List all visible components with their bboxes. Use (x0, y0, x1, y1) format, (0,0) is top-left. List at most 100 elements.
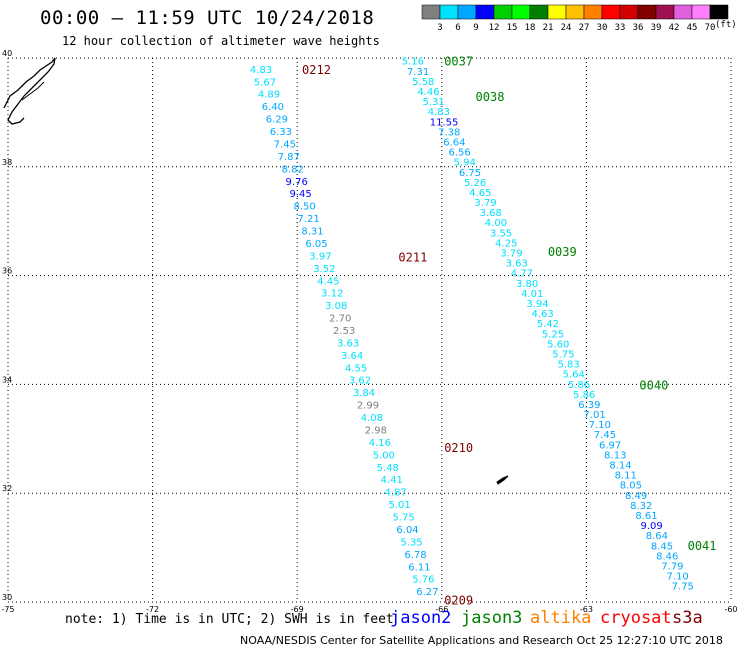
wave-height-label: 9.45 (290, 189, 312, 200)
wave-height-label: 6.11 (408, 562, 430, 573)
legend-swatch (421, 4, 441, 20)
legend-level: 70 (705, 23, 716, 33)
legend-swatch (511, 4, 531, 20)
legend-swatch (637, 4, 657, 20)
wave-height-label: 6.64 (443, 137, 465, 148)
legend-swatch (601, 4, 621, 20)
satellite-altika: altika (530, 608, 592, 628)
wave-height-label: 6.29 (266, 115, 288, 126)
wave-height-label: 4.46 (417, 87, 439, 98)
legend-swatch (547, 4, 567, 20)
wave-height-label: 6.04 (396, 525, 418, 536)
wave-height-label: 4.87 (385, 488, 407, 499)
legend-level: 18 (525, 23, 536, 33)
axis-ticks: -75 -72 -69 -66 -63 -60 30 32 34 36 38 40 (1, 49, 737, 614)
wave-height-label: 3.79 (474, 198, 496, 209)
chart-title: 00:00 – 11:59 UTC 10/24/2018 (40, 7, 375, 29)
wave-height-label: 2.99 (357, 401, 379, 412)
wave-height-label: 9.09 (641, 521, 663, 532)
y-tick-label: 36 (2, 267, 12, 276)
wave-height-label: 6.78 (404, 550, 426, 561)
wave-height-label: 8.49 (625, 491, 647, 502)
legend-level: 3 (437, 23, 442, 33)
wave-height-label: 3.55 (490, 228, 512, 239)
x-tick-label: -72 (146, 605, 159, 614)
wave-height-label: 7.75 (672, 582, 694, 593)
x-tick-label: -63 (580, 605, 593, 614)
legend-level: 6 (455, 23, 460, 33)
wave-height-label: 8.13 (604, 450, 626, 461)
chart-subtitle: 12 hour collection of altimeter wave hei… (62, 34, 380, 48)
legend-swatch (493, 4, 513, 20)
wave-height-label: 4.77 (511, 269, 533, 280)
legend-swatch (529, 4, 549, 20)
wave-height-label: 9.76 (286, 177, 308, 188)
wave-height-label: 5.60 (547, 339, 569, 350)
wave-height-label: 5.67 (254, 77, 276, 88)
legend-level: 45 (687, 23, 698, 33)
legend-level: 21 (543, 23, 554, 33)
wave-height-label: 7.21 (297, 214, 319, 225)
wave-height-label: 5.75 (552, 349, 574, 360)
wave-height-label: 7.38 (438, 127, 460, 138)
wave-height-label: 3.12 (321, 289, 343, 300)
wave-height-label: 8.46 (656, 551, 678, 562)
wave-height-label: 4.01 (521, 289, 543, 300)
wave-height-label: 4.25 (495, 238, 517, 249)
legend-swatch (673, 4, 693, 20)
legend-swatch (619, 4, 639, 20)
wave-height-label: 6.56 (448, 148, 470, 159)
x-tick-label: -69 (291, 605, 304, 614)
y-tick-label: 40 (2, 49, 12, 58)
coastline (3, 57, 509, 485)
pass-time-label: 0041 (688, 539, 717, 553)
pass-time-label: 0039 (548, 245, 577, 259)
wave-height-label: 5.83 (557, 360, 579, 371)
legend-swatch (565, 4, 585, 20)
wave-height-label: 3.97 (309, 251, 331, 262)
wave-height-label: 4.89 (258, 90, 280, 101)
wave-height-label: 3.80 (516, 279, 538, 290)
wave-height-label: 7.45 (274, 139, 296, 150)
legend-swatch (439, 4, 459, 20)
wave-height-label: 5.26 (464, 178, 486, 189)
wave-height-label: 3.68 (480, 208, 502, 219)
satellite-cryosat: cryosat (600, 608, 672, 628)
wave-height-label: 5.01 (388, 500, 410, 511)
wave-height-label: 2.70 (329, 314, 351, 325)
wave-height-label: 6.27 (416, 587, 438, 598)
x-tick-label: -75 (1, 605, 14, 614)
pass-time-label: 0209 (444, 593, 473, 607)
wave-height-label: 3.64 (341, 351, 363, 362)
wave-height-label: 3.84 (353, 388, 375, 399)
legend-level: 42 (669, 23, 680, 33)
legend-swatch (709, 4, 729, 20)
wave-height-label: 5.86 (573, 390, 595, 401)
wave-height-label: 4.83 (250, 65, 272, 76)
wave-height-label: 5.86 (568, 380, 590, 391)
legend-level: 9 (473, 23, 478, 33)
legend-swatch (655, 4, 675, 20)
wave-height-label: 5.76 (412, 575, 434, 586)
wave-height-label: 3.79 (500, 249, 522, 260)
wave-height-label: 4.65 (469, 188, 491, 199)
pass-time-label: 0210 (444, 441, 473, 455)
legend-level: 36 (633, 23, 644, 33)
wave-height-label: 5.35 (400, 537, 422, 548)
wave-height-label: 7.87 (278, 152, 300, 163)
wave-height-label: 7.10 (666, 572, 688, 583)
grid-lines (7, 57, 732, 603)
x-tick-label: -66 (435, 605, 448, 614)
pass-time-label: 0040 (639, 378, 668, 392)
wave-height-label: 7.10 (589, 420, 611, 431)
wave-height-label: 5.58 (412, 77, 434, 88)
pass-time-label: 0038 (476, 90, 505, 104)
wave-height-label: 6.75 (459, 168, 481, 179)
note-text: note: 1) Time is in UTC; 2) SWH is in fe… (65, 612, 394, 627)
wave-height-label: 7.31 (407, 67, 429, 78)
pass-time-label: 0212 (302, 63, 331, 77)
wave-height-label: 5.00 (373, 450, 395, 461)
wave-height-label: 3.94 (526, 299, 548, 310)
y-tick-label: 38 (2, 158, 12, 167)
